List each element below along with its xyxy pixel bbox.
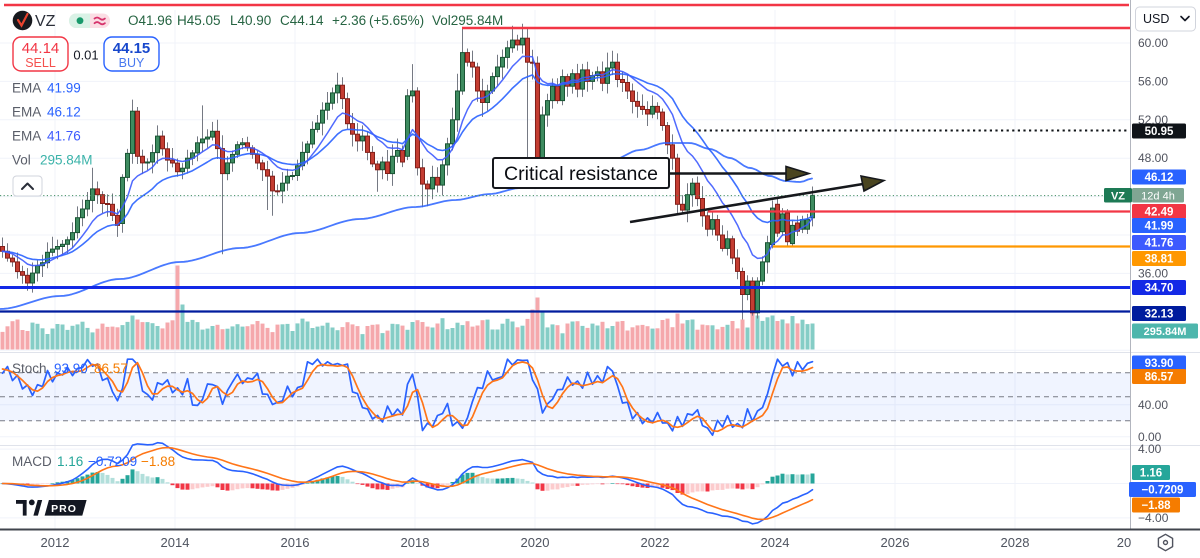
svg-text:4.00: 4.00: [1138, 442, 1162, 456]
svg-text:93.90: 93.90: [1145, 358, 1174, 370]
svg-text:BUY: BUY: [119, 56, 145, 70]
svg-text:2016: 2016: [281, 535, 310, 550]
svg-text:EMA: EMA: [12, 105, 41, 120]
svg-text:41.76: 41.76: [1145, 238, 1174, 250]
svg-text:2020: 2020: [521, 535, 550, 550]
svg-text:PRO: PRO: [51, 503, 77, 515]
svg-text:SELL: SELL: [25, 56, 56, 70]
svg-text:USD: USD: [1143, 12, 1169, 26]
svg-text:2012: 2012: [41, 535, 70, 550]
svg-text:−1.88: −1.88: [1141, 500, 1171, 512]
svg-text:L40.90: L40.90: [230, 13, 271, 28]
svg-text:1.16: 1.16: [57, 454, 83, 469]
svg-text:2014: 2014: [161, 535, 190, 550]
svg-text:2018: 2018: [401, 535, 430, 550]
svg-text:O41.96: O41.96: [128, 13, 172, 28]
svg-text:0.01: 0.01: [73, 48, 98, 63]
svg-text:38.81: 38.81: [1145, 254, 1174, 266]
svg-text:50.95: 50.95: [1145, 126, 1174, 138]
svg-text:2026: 2026: [881, 535, 910, 550]
svg-text:295.84M: 295.84M: [40, 153, 93, 168]
svg-text:86.57: 86.57: [94, 361, 128, 376]
svg-text:2022: 2022: [641, 535, 670, 550]
svg-text:56.00: 56.00: [1138, 74, 1168, 88]
svg-text:(+5.65%): (+5.65%): [369, 13, 424, 28]
svg-text:Vol: Vol: [12, 153, 31, 168]
svg-text:Vol295.84M: Vol295.84M: [432, 13, 503, 28]
svg-text:46.12: 46.12: [47, 105, 81, 120]
svg-text:41.99: 41.99: [47, 81, 81, 96]
svg-text:20: 20: [1117, 535, 1131, 550]
svg-text:40.00: 40.00: [1138, 398, 1168, 412]
svg-text:EMA: EMA: [12, 81, 41, 96]
svg-text:−4.00: −4.00: [1138, 511, 1169, 525]
svg-text:12d 4h: 12d 4h: [1141, 191, 1175, 203]
svg-text:44.15: 44.15: [113, 40, 151, 57]
svg-text:Stoch: Stoch: [12, 361, 47, 376]
svg-text:41.76: 41.76: [47, 129, 81, 144]
svg-text:VZ: VZ: [1111, 191, 1125, 203]
svg-text:2024: 2024: [761, 535, 790, 550]
svg-text:H45.05: H45.05: [177, 13, 221, 28]
svg-text:−1.88: −1.88: [141, 454, 175, 469]
svg-text:MACD: MACD: [12, 454, 52, 469]
svg-text:−0.7209: −0.7209: [88, 454, 137, 469]
svg-text:34.70: 34.70: [1145, 283, 1174, 295]
svg-text:44.14: 44.14: [22, 40, 60, 57]
svg-text:48.00: 48.00: [1138, 151, 1168, 165]
svg-text:−0.7209: −0.7209: [1142, 485, 1184, 497]
svg-text:295.84M: 295.84M: [1144, 326, 1187, 338]
svg-text:86.57: 86.57: [1145, 372, 1174, 384]
svg-text:52.00: 52.00: [1138, 113, 1168, 127]
svg-text:EMA: EMA: [12, 129, 41, 144]
svg-text:2028: 2028: [1001, 535, 1030, 550]
svg-text:42.49: 42.49: [1145, 207, 1174, 219]
svg-text:46.12: 46.12: [1145, 172, 1174, 184]
svg-text:1.16: 1.16: [1140, 468, 1162, 480]
svg-text:VZ: VZ: [35, 13, 56, 30]
svg-text:+2.36: +2.36: [332, 13, 366, 28]
svg-text:C44.14: C44.14: [280, 13, 324, 28]
svg-text:60.00: 60.00: [1138, 36, 1168, 50]
svg-text:Critical resistance: Critical resistance: [504, 163, 658, 185]
svg-text:32.13: 32.13: [1145, 309, 1174, 321]
svg-text:93.90: 93.90: [54, 361, 88, 376]
svg-text:36.00: 36.00: [1138, 266, 1168, 280]
svg-text:41.99: 41.99: [1145, 221, 1174, 233]
svg-text:0.00: 0.00: [1138, 430, 1162, 444]
